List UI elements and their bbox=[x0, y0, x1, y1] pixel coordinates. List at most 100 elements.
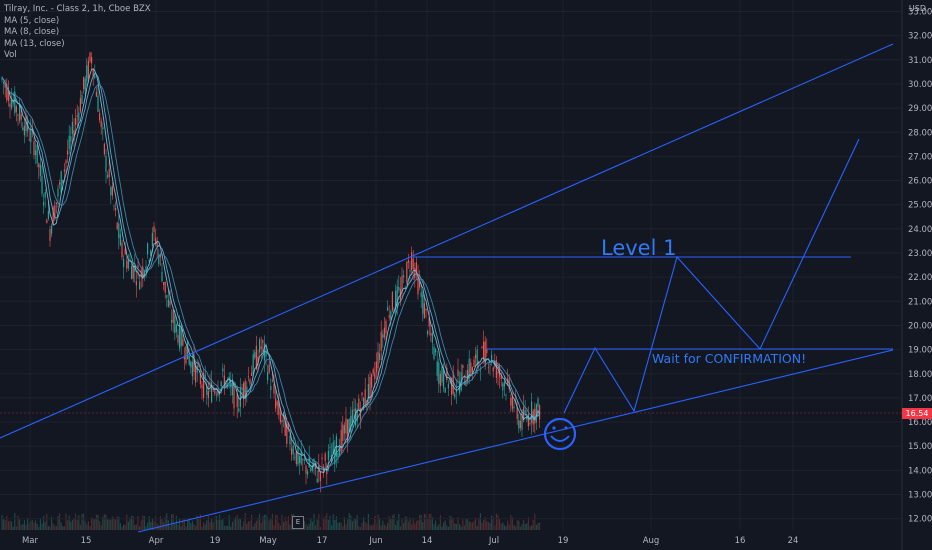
volume-bar bbox=[415, 521, 417, 530]
earnings-marker[interactable]: E bbox=[292, 516, 304, 529]
volume-bar bbox=[25, 524, 27, 530]
volume-bar bbox=[463, 525, 465, 530]
candle-body bbox=[25, 114, 27, 132]
volume-bar bbox=[180, 526, 182, 530]
candle-body bbox=[511, 396, 513, 409]
volume-bar bbox=[54, 525, 56, 530]
volume-bar bbox=[335, 516, 337, 530]
volume-bar bbox=[377, 514, 379, 530]
candle-body bbox=[489, 364, 491, 366]
candle-body bbox=[310, 467, 312, 472]
candle-body bbox=[225, 380, 227, 388]
volume-bar bbox=[212, 521, 214, 530]
volume-bar bbox=[198, 518, 200, 530]
legend-ma5[interactable]: MA (5, close) bbox=[4, 15, 60, 26]
candle-body bbox=[15, 106, 17, 113]
volume-bar bbox=[339, 522, 341, 530]
y-tick-label: 18.00 bbox=[908, 370, 932, 380]
candle-body bbox=[491, 354, 493, 363]
volume-bar bbox=[142, 515, 144, 530]
candle-body bbox=[327, 450, 329, 461]
candle-body bbox=[143, 271, 145, 278]
volume-bar bbox=[207, 516, 209, 530]
candle-body bbox=[444, 387, 446, 393]
candle-body bbox=[286, 423, 288, 444]
candle-body bbox=[262, 340, 264, 343]
volume-bar bbox=[238, 518, 240, 530]
candle-body bbox=[206, 385, 208, 395]
candle-body bbox=[111, 186, 113, 196]
candle-body bbox=[435, 349, 437, 353]
volume-bar bbox=[476, 525, 478, 530]
candle-body bbox=[233, 382, 235, 409]
volume-bar bbox=[171, 514, 173, 530]
legend-ma8[interactable]: MA (8, close) bbox=[4, 27, 60, 37]
candle-body bbox=[271, 379, 273, 381]
volume-bar bbox=[526, 523, 528, 530]
volume-bar bbox=[209, 522, 211, 530]
candle-body bbox=[471, 367, 473, 373]
volume-bar bbox=[139, 526, 141, 530]
candle-body bbox=[147, 243, 149, 255]
legend-volume[interactable]: Vol bbox=[4, 50, 17, 60]
candle-body bbox=[59, 182, 61, 185]
volume-bar bbox=[263, 514, 265, 530]
candle-body bbox=[367, 384, 369, 399]
candle-body bbox=[84, 78, 86, 92]
candlesticks bbox=[1, 51, 541, 493]
candle-body bbox=[324, 453, 326, 461]
legend-title[interactable]: Tilray, Inc. - Class 2, 1h, Cboe BZX bbox=[4, 4, 151, 14]
volume-bar bbox=[225, 525, 227, 530]
candle-body bbox=[79, 98, 81, 112]
candle-body bbox=[417, 273, 419, 295]
volume-bar bbox=[15, 526, 17, 530]
volume-bar bbox=[84, 521, 86, 530]
candle-body bbox=[351, 410, 353, 425]
volume-bar bbox=[369, 524, 371, 530]
volume-bar bbox=[399, 526, 401, 530]
volume-bar bbox=[459, 524, 461, 530]
candle-body bbox=[236, 393, 238, 408]
volume-bar bbox=[475, 517, 477, 530]
candle-body bbox=[36, 144, 38, 163]
candle-body bbox=[19, 103, 21, 121]
annotations bbox=[0, 43, 894, 533]
volume-bar bbox=[519, 526, 521, 530]
candle-body bbox=[182, 339, 184, 346]
volume-bar bbox=[358, 525, 360, 530]
candle-body bbox=[153, 226, 155, 233]
candle-body bbox=[223, 375, 225, 389]
legend-ma13[interactable]: MA (13, close) bbox=[4, 38, 65, 49]
candle-body bbox=[137, 265, 139, 268]
candle-body bbox=[403, 275, 405, 278]
volume-bar bbox=[169, 525, 171, 530]
candle-body bbox=[380, 331, 382, 351]
candle-body bbox=[17, 114, 19, 116]
candle-body bbox=[363, 397, 365, 410]
volume-bar bbox=[417, 519, 419, 530]
volume-bar bbox=[527, 517, 529, 530]
volume-bar bbox=[351, 521, 353, 530]
volume-bar bbox=[515, 526, 517, 530]
y-tick-label: 25.00 bbox=[908, 201, 932, 211]
candle-body bbox=[110, 187, 112, 196]
candle-body bbox=[382, 334, 384, 338]
candle-body bbox=[99, 113, 101, 121]
smiley-left-eye bbox=[552, 426, 556, 430]
volume-bar bbox=[70, 521, 72, 530]
candle-body bbox=[252, 354, 254, 374]
volume-bar bbox=[396, 520, 398, 530]
candle-body bbox=[300, 451, 302, 465]
volume-bar bbox=[487, 521, 489, 530]
volume-bar bbox=[76, 519, 78, 530]
volume-bar bbox=[283, 521, 285, 530]
candle-body bbox=[94, 75, 96, 78]
volume-bar bbox=[241, 526, 243, 530]
volume-bar bbox=[131, 515, 133, 530]
candle-body bbox=[73, 130, 75, 140]
candle-body bbox=[289, 435, 291, 445]
candle-body bbox=[6, 84, 8, 100]
last-price-tag: 16.54 bbox=[902, 408, 932, 419]
volume-bar bbox=[99, 521, 101, 530]
